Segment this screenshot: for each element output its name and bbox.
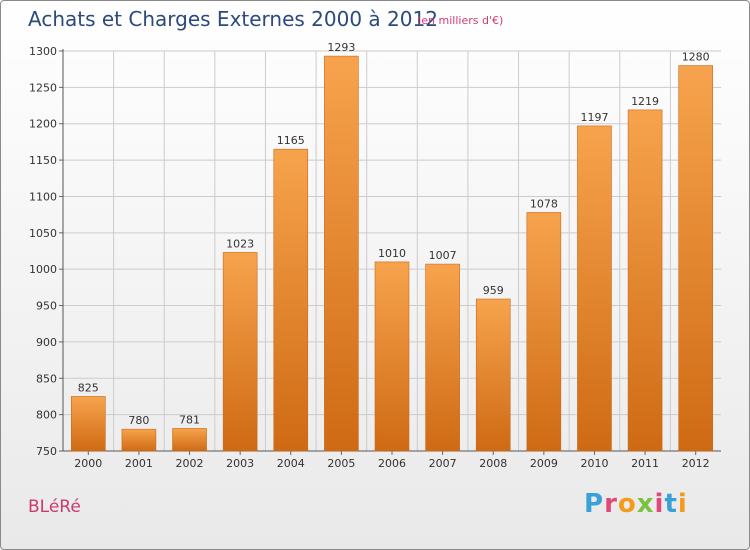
bar (71, 396, 106, 452)
bar-value-label: 959 (483, 284, 504, 297)
chart-subtitle: (en milliers d'€) (417, 14, 504, 27)
y-tick-label: 1300 (29, 45, 57, 58)
y-tick-label: 750 (36, 445, 57, 458)
brand-letter: P (584, 489, 605, 519)
bar-value-label: 780 (128, 414, 149, 427)
bar (273, 148, 309, 452)
chart-title: Achats et Charges Externes 2000 à 2012 (28, 7, 438, 31)
bar-value-label: 1293 (327, 41, 355, 54)
bar-value-label: 825 (78, 381, 99, 394)
x-tick-label: 2002 (176, 457, 204, 470)
bar (324, 55, 359, 452)
brand-letter: i (654, 489, 665, 519)
brand-letter: r (604, 489, 618, 519)
x-tick-label: 2010 (580, 457, 608, 470)
x-tick-label: 2005 (327, 457, 355, 470)
y-tick-label: 1000 (29, 263, 57, 276)
bar-value-label: 1197 (580, 111, 608, 124)
y-tick-label: 800 (36, 409, 57, 422)
brand-letter: i (677, 489, 688, 519)
x-tick-label: 2009 (530, 457, 558, 470)
y-tick-label: 1100 (29, 190, 57, 203)
bar-value-label: 1007 (429, 249, 457, 262)
bar (678, 65, 713, 452)
brand-letter: t (664, 489, 678, 519)
brand-letter: o (617, 489, 637, 519)
bar-value-label: 1078 (530, 197, 558, 210)
y-tick-label: 950 (36, 300, 57, 313)
y-tick-label: 1250 (29, 81, 57, 94)
bar (121, 428, 157, 452)
bar-value-label: 1219 (631, 95, 659, 108)
x-tick-label: 2006 (378, 457, 406, 470)
x-tick-label: 2012 (682, 457, 710, 470)
bar (526, 212, 562, 452)
y-tick-label: 850 (36, 372, 57, 385)
bar (222, 252, 258, 452)
x-tick-label: 2008 (479, 457, 507, 470)
x-tick-label: 2001 (125, 457, 153, 470)
x-tick-label: 2007 (429, 457, 457, 470)
bar-value-label: 781 (179, 413, 200, 426)
y-tick-label: 1050 (29, 227, 57, 240)
labels: 750 800 850 900 950 1000 1050 1100 1150 1200 1250 1… (29, 41, 710, 470)
brand-letter: x (636, 489, 655, 519)
bar-value-label: 1023 (226, 237, 254, 250)
x-tick-label: 2000 (74, 457, 102, 470)
bar-value-label: 1280 (682, 51, 710, 64)
bar-value-label: 1010 (378, 247, 406, 260)
bar-value-label: 1165 (277, 134, 305, 147)
x-tick-label: 2011 (631, 457, 659, 470)
x-tick-label: 2004 (277, 457, 305, 470)
bar (627, 109, 663, 452)
bar (425, 263, 460, 452)
bar (577, 125, 612, 452)
y-tick-label: 1200 (29, 118, 57, 131)
y-tick-label: 1150 (29, 154, 57, 167)
brand-logo: Proxiti (584, 489, 688, 519)
x-tick-label: 2003 (226, 457, 254, 470)
bars (71, 55, 713, 452)
bar (475, 298, 511, 452)
bar (374, 261, 410, 452)
y-tick-label: 900 (36, 336, 57, 349)
bar (172, 428, 207, 452)
commune-name: BLéRé (28, 497, 81, 517)
